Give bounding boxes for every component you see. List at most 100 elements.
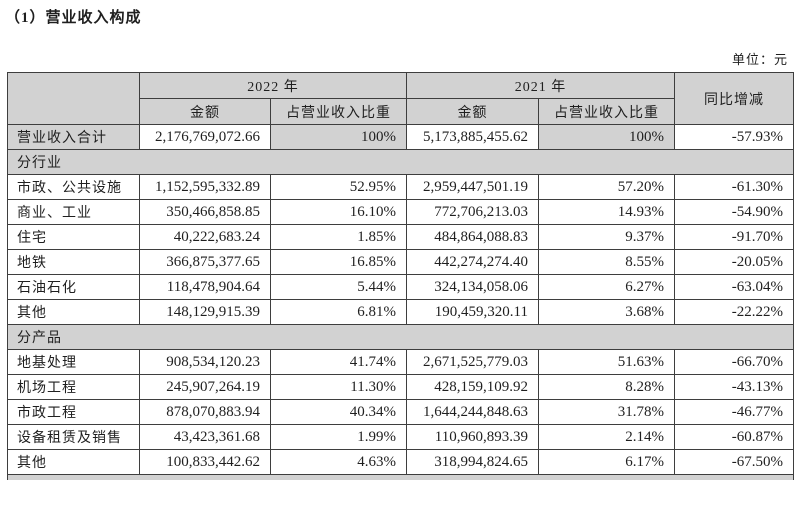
row-label: 石油石化 — [7, 274, 140, 300]
pct-2021-cell: 57.20% — [538, 174, 675, 200]
pct-2022-cell: 4.63% — [270, 449, 407, 475]
pct-2021-cell: 6.27% — [538, 274, 675, 300]
table-row: 其他 148,129,915.39 6.81% 190,459,320.11 3… — [7, 299, 794, 325]
amount-2021-cell: 484,864,088.83 — [406, 224, 539, 250]
row-label: 其他 — [7, 299, 140, 325]
pct-2022-cell: 40.34% — [270, 399, 407, 425]
pct-2022-cell: 5.44% — [270, 274, 407, 300]
pct-2022-cell: 52.95% — [270, 174, 407, 200]
pct-2022-cell: 100% — [270, 124, 407, 150]
row-label: 设备租赁及销售 — [7, 424, 140, 450]
partial-next-section-row — [7, 474, 794, 480]
header-empty-cell — [7, 72, 140, 125]
header-pct-2022: 占营业收入比重 — [270, 98, 407, 125]
header-year-2022: 2022 年 — [139, 72, 407, 99]
yoy-cell: -54.90% — [674, 199, 794, 225]
pct-2022-cell: 16.85% — [270, 249, 407, 275]
row-label: 营业收入合计 — [7, 124, 140, 150]
yoy-cell: -46.77% — [674, 399, 794, 425]
revenue-composition-table: 2022 年 2021 年 同比增减 金额 占营业收入比重 金额 占营业收入比重… — [7, 72, 794, 480]
pct-2021-cell: 8.55% — [538, 249, 675, 275]
table-row: 商业、工业 350,466,858.85 16.10% 772,706,213.… — [7, 199, 794, 225]
row-label: 地基处理 — [7, 349, 140, 375]
header-amount-2021: 金额 — [406, 98, 539, 125]
amount-2021-cell: 5,173,885,455.62 — [406, 124, 539, 150]
row-label: 其他 — [7, 449, 140, 475]
pct-2021-cell: 9.37% — [538, 224, 675, 250]
page-title: （1）营业收入构成 — [5, 10, 142, 26]
row-label: 市政工程 — [7, 399, 140, 425]
header-year-2021: 2021 年 — [406, 72, 675, 99]
yoy-cell: -66.70% — [674, 349, 794, 375]
header-row-measures: 金额 占营业收入比重 金额 占营业收入比重 — [8, 98, 794, 125]
amount-2022-cell: 350,466,858.85 — [139, 199, 271, 225]
yoy-cell: -60.87% — [674, 424, 794, 450]
table-row: 地基处理 908,534,120.23 41.74% 2,671,525,779… — [7, 349, 794, 375]
row-label: 住宅 — [7, 224, 140, 250]
header-row-years: 2022 年 2021 年 同比增减 — [7, 72, 794, 125]
amount-2022-cell: 118,478,904.64 — [139, 274, 271, 300]
amount-2021-cell: 190,459,320.11 — [406, 299, 539, 325]
pct-2021-cell: 31.78% — [538, 399, 675, 425]
amount-2021-cell: 2,671,525,779.03 — [406, 349, 539, 375]
row-label: 地铁 — [7, 249, 140, 275]
yoy-cell: -43.13% — [674, 374, 794, 400]
pct-2022-cell: 6.81% — [270, 299, 407, 325]
table-row: 石油石化 118,478,904.64 5.44% 324,134,058.06… — [7, 274, 794, 300]
yoy-cell: -20.05% — [674, 249, 794, 275]
pct-2021-cell: 6.17% — [538, 449, 675, 475]
amount-2021-cell: 2,959,447,501.19 — [406, 174, 539, 200]
pct-2021-cell: 2.14% — [538, 424, 675, 450]
amount-2021-cell: 318,994,824.65 — [406, 449, 539, 475]
table-row: 市政工程 878,070,883.94 40.34% 1,644,244,848… — [7, 399, 794, 425]
amount-2021-cell: 110,960,893.39 — [406, 424, 539, 450]
total-row: 营业收入合计 2,176,769,072.66 100% 5,173,885,4… — [7, 124, 794, 150]
section-row-product: 分产品 — [7, 324, 794, 350]
amount-2021-cell: 428,159,109.92 — [406, 374, 539, 400]
table-row: 地铁 366,875,377.65 16.85% 442,274,274.40 … — [7, 249, 794, 275]
pct-2022-cell: 16.10% — [270, 199, 407, 225]
unit-label: 单位：元 — [731, 52, 788, 67]
amount-2022-cell: 40,222,683.24 — [139, 224, 271, 250]
yoy-cell: -61.30% — [674, 174, 794, 200]
amount-2022-cell: 148,129,915.39 — [139, 299, 271, 325]
pct-2022-cell: 1.99% — [270, 424, 407, 450]
header-amount-2022: 金额 — [139, 98, 271, 125]
amount-2022-cell: 2,176,769,072.66 — [139, 124, 271, 150]
pct-2021-cell: 8.28% — [538, 374, 675, 400]
amount-2022-cell: 366,875,377.65 — [139, 249, 271, 275]
yoy-cell: -63.04% — [674, 274, 794, 300]
section-row-industry: 分行业 — [7, 149, 794, 175]
yoy-cell: -67.50% — [674, 449, 794, 475]
pct-2022-cell: 41.74% — [270, 349, 407, 375]
header-pct-2021: 占营业收入比重 — [538, 98, 675, 125]
pct-2021-cell: 51.63% — [538, 349, 675, 375]
amount-2022-cell: 245,907,264.19 — [139, 374, 271, 400]
amount-2022-cell: 908,534,120.23 — [139, 349, 271, 375]
table-row: 设备租赁及销售 43,423,361.68 1.99% 110,960,893.… — [7, 424, 794, 450]
table-row: 机场工程 245,907,264.19 11.30% 428,159,109.9… — [7, 374, 794, 400]
header-yoy: 同比增减 — [674, 72, 794, 125]
row-label: 机场工程 — [7, 374, 140, 400]
partial-section-cell — [7, 474, 794, 480]
pct-2021-cell: 100% — [538, 124, 675, 150]
pct-2022-cell: 1.85% — [270, 224, 407, 250]
amount-2022-cell: 1,152,595,332.89 — [139, 174, 271, 200]
amount-2022-cell: 878,070,883.94 — [139, 399, 271, 425]
section-title: 分行业 — [7, 149, 794, 175]
amount-2021-cell: 1,644,244,848.63 — [406, 399, 539, 425]
yoy-cell: -57.93% — [674, 124, 794, 150]
yoy-cell: -22.22% — [674, 299, 794, 325]
pct-2022-cell: 11.30% — [270, 374, 407, 400]
amount-2022-cell: 43,423,361.68 — [139, 424, 271, 450]
amount-2021-cell: 324,134,058.06 — [406, 274, 539, 300]
yoy-cell: -91.70% — [674, 224, 794, 250]
table-row: 其他 100,833,442.62 4.63% 318,994,824.65 6… — [7, 449, 794, 475]
row-label: 商业、工业 — [7, 199, 140, 225]
row-label: 市政、公共设施 — [7, 174, 140, 200]
amount-2021-cell: 442,274,274.40 — [406, 249, 539, 275]
table-row: 住宅 40,222,683.24 1.85% 484,864,088.83 9.… — [7, 224, 794, 250]
pct-2021-cell: 3.68% — [538, 299, 675, 325]
amount-2022-cell: 100,833,442.62 — [139, 449, 271, 475]
section-title: 分产品 — [7, 324, 794, 350]
